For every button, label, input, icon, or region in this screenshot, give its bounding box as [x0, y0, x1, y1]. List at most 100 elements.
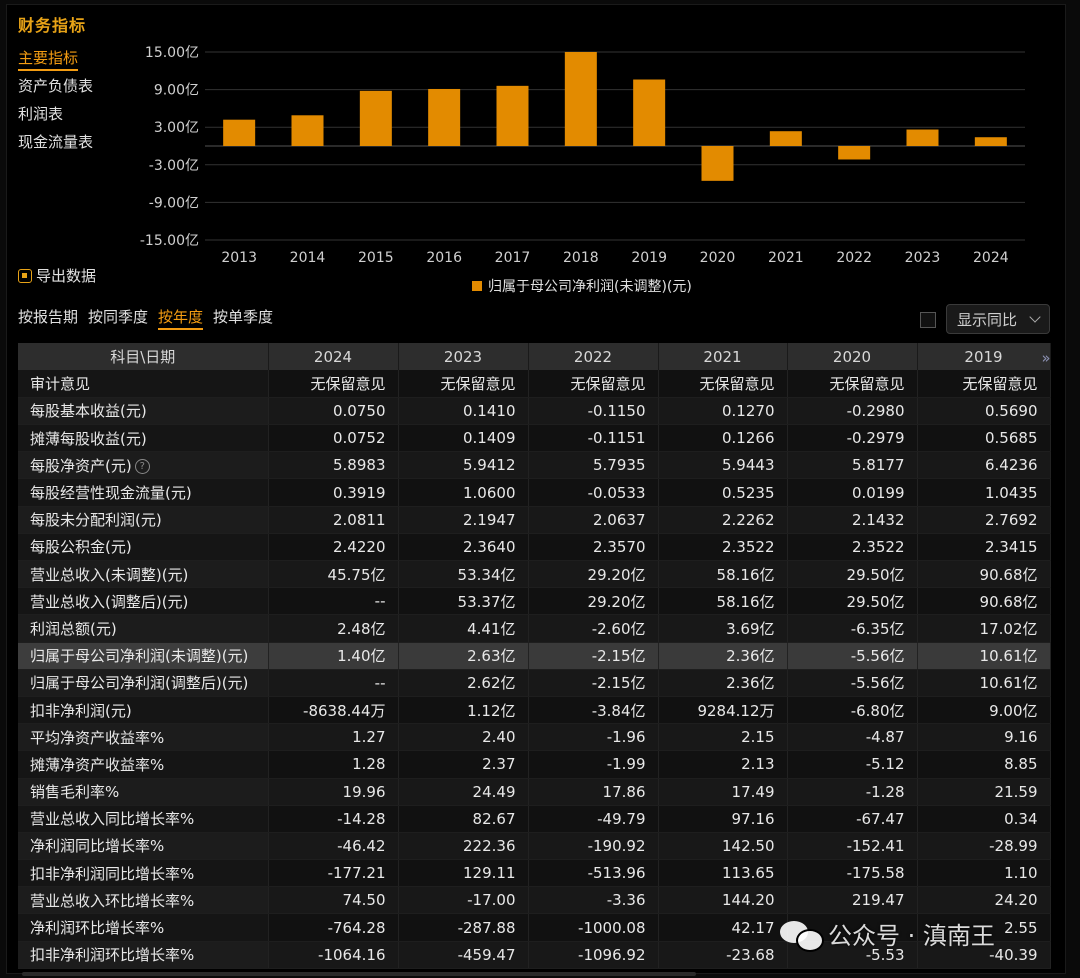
help-circle-icon[interactable]: ? [134, 458, 150, 474]
cell-text: 0.5685 [985, 429, 1038, 448]
table-row[interactable]: 销售毛利率% 19.96 24.49 17.86 17.49 -1.28 21.59 [18, 778, 1051, 806]
bar-2015[interactable] [359, 90, 392, 146]
header-2024[interactable]: 2024 [268, 343, 399, 371]
cell-value: -5.53 [787, 941, 918, 969]
header-2022[interactable]: 2022 [528, 343, 659, 371]
table-row[interactable]: 净利润环比增长率% -764.28 -287.88 -1000.08 42.17 2.55 [18, 913, 1051, 942]
cell-value: -5.56亿 [787, 642, 918, 670]
cell-text: 17.02亿 [979, 619, 1038, 638]
table-row[interactable]: 扣非净利润环比增长率% -1064.16 -459.47 -1096.92 -23.68… [18, 941, 1051, 969]
compare-checkbox[interactable] [920, 312, 936, 328]
table-row[interactable]: 营业总收入(调整后)(元) -- 53.37亿 29.20亿 58.16亿 29.50亿 9… [18, 587, 1051, 616]
cell-value: 0.5685 [917, 424, 1051, 453]
table-row[interactable]: 扣非净利润(元) -8638.44万 1.12亿 -3.84亿 9284.12万 -6.8… [18, 696, 1051, 725]
row-label-text: 归属于母公司净利润(调整后)(元) [30, 674, 249, 693]
cell-text: 无保留意见 [699, 375, 775, 394]
side-nav-item-income[interactable]: 利润表 [18, 105, 64, 123]
cell-text: 19.96 [342, 782, 386, 801]
bar-2017[interactable] [496, 85, 529, 146]
row-label: 营业总收入(未调整)(元) [18, 560, 269, 589]
header-2019[interactable]: 2019 ›› [917, 343, 1051, 371]
legend-swatch [472, 281, 482, 291]
bar-2022[interactable] [838, 146, 871, 160]
bar-2020[interactable] [701, 146, 734, 181]
table-row[interactable]: 每股基本收益(元) 0.0750 0.1410 -0.1150 0.1270 -0.298… [18, 397, 1051, 426]
cell-value: 2.13 [658, 750, 788, 779]
tab-by-same-quarter[interactable]: 按同季度 [88, 308, 149, 326]
table-row[interactable]: 摊薄每股收益(元) 0.0752 0.1409 -0.1151 0.1266 -0.297… [18, 424, 1051, 453]
bar-2014[interactable] [291, 115, 324, 146]
chevron-down-icon [1029, 311, 1041, 323]
tab-by-single-quarter[interactable]: 按单季度 [213, 308, 274, 326]
cell-text: 90.68亿 [979, 592, 1038, 611]
cell-value: 1.28 [268, 750, 399, 779]
table-row[interactable]: 归属于母公司净利润(未调整)(元) 1.40亿 2.63亿 -2.15亿 2.36亿 -5… [18, 642, 1051, 670]
table-row[interactable]: 审计意见 无保留意见 无保留意见 无保留意见 无保留意见 无保留意见 无保留意见 [18, 370, 1051, 398]
header-2021[interactable]: 2021 [658, 343, 788, 371]
cell-text: -14.28 [337, 809, 386, 828]
cell-value: -459.47 [398, 941, 529, 969]
side-nav: 主要指标 资产负债表 利润表 现金流量表 [18, 44, 93, 156]
bar-2021[interactable] [769, 131, 802, 146]
y-tick-label: -9.00亿 [149, 195, 199, 211]
cell-value: 无保留意见 [528, 370, 659, 398]
table-row[interactable]: 每股经营性现金流量(元) 0.3919 1.0600 -0.0533 0.5235 0.0… [18, 478, 1051, 507]
bar-2013[interactable] [223, 119, 256, 146]
cell-value: 0.1270 [658, 397, 788, 426]
chart-legend[interactable]: 归属于母公司净利润(未调整)(元) [472, 276, 692, 296]
cell-text: -175.58 [846, 864, 905, 883]
cell-text: -3.36 [606, 891, 646, 910]
export-data-button[interactable]: 导出数据 [18, 265, 96, 286]
bar-2016[interactable] [428, 88, 461, 146]
cell-value: 2.37 [398, 750, 529, 779]
table-row[interactable]: 营业总收入同比增长率% -14.28 82.67 -49.79 97.16 -67.47 0… [18, 805, 1051, 833]
row-label: 营业总收入同比增长率% [18, 805, 269, 833]
cell-value: 2.7692 [917, 506, 1051, 534]
row-label: 扣非净利润同比增长率% [18, 859, 269, 888]
table-row[interactable]: 归属于母公司净利润(调整后)(元) -- 2.62亿 -2.15亿 2.36亿 -5.56… [18, 669, 1051, 697]
cell-text: 2.7692 [985, 510, 1038, 529]
side-nav-item-balance-sheet[interactable]: 资产负债表 [18, 77, 94, 95]
cell-value: -0.2979 [787, 424, 918, 453]
cell-value: -0.1150 [528, 397, 659, 426]
cell-value: 0.0750 [268, 397, 399, 426]
bar-2024[interactable] [974, 137, 1007, 146]
table-row[interactable]: 每股未分配利润(元) 2.0811 2.1947 2.0637 2.2262 2.1432… [18, 506, 1051, 534]
cell-value: 2.4220 [268, 533, 399, 562]
table-row[interactable]: 营业总收入环比增长率% 74.50 -17.00 -3.36 144.20 219.47 2… [18, 886, 1051, 915]
cell-text: 58.16亿 [716, 565, 775, 584]
x-tick-label: 2021 [768, 250, 804, 266]
table-row[interactable]: 净利润同比增长率% -46.42 222.36 -190.92 142.50 -152.4… [18, 832, 1051, 861]
double-chevron-right-icon[interactable]: ›› [1041, 349, 1051, 367]
show-yoy-select[interactable]: 显示同比 [946, 304, 1050, 334]
header-2023[interactable]: 2023 [398, 343, 529, 371]
tab-by-year[interactable]: 按年度 [158, 306, 204, 330]
row-label: 净利润环比增长率% [18, 913, 269, 942]
table-row[interactable]: 平均净资产收益率% 1.27 2.40 -1.96 2.15 -4.87 9.16 [18, 723, 1051, 752]
horizontal-scrollbar[interactable] [22, 972, 696, 976]
bar-2023[interactable] [906, 129, 939, 146]
cell-value: 2.48亿 [268, 614, 399, 643]
table-row[interactable]: 摊薄净资产收益率% 1.28 2.37 -1.99 2.13 -5.12 8.85 [18, 750, 1051, 779]
table-row[interactable]: 利润总额(元) 2.48亿 4.41亿 -2.60亿 3.69亿 -6.35亿 17.02亿 [18, 614, 1051, 643]
bar-2018[interactable] [564, 52, 597, 146]
table-row[interactable]: 营业总收入(未调整)(元) 45.75亿 53.34亿 29.20亿 58.16亿 29.… [18, 560, 1051, 589]
bar-2019[interactable] [633, 79, 666, 146]
x-tick-label: 2016 [426, 250, 462, 266]
tab-by-report-period[interactable]: 按报告期 [18, 308, 79, 326]
table-row[interactable]: 扣非净利润同比增长率% -177.21 129.11 -513.96 113.65 -17… [18, 859, 1051, 888]
cell-text: -23.68 [726, 945, 775, 964]
side-nav-item-cashflow[interactable]: 现金流量表 [18, 133, 94, 151]
table-row[interactable]: 每股净资产(元)? 5.8983 5.9412 5.7935 5.9443 5.8177 6… [18, 451, 1051, 480]
row-label-text: 营业总收入(未调整)(元) [30, 565, 189, 584]
watermark-text: 公众号 · 滇南王 [828, 922, 995, 950]
header-2020[interactable]: 2020 [787, 343, 918, 371]
cell-text: 5.9412 [463, 456, 516, 475]
side-nav-item-main[interactable]: 主要指标 [18, 44, 93, 72]
header-2019-label: 2019 [964, 347, 1003, 366]
cell-text: 45.75亿 [327, 565, 386, 584]
cell-value: -0.1151 [528, 424, 659, 453]
cell-text: 0.34 [1004, 809, 1038, 828]
cell-value: -152.41 [787, 832, 918, 861]
table-row[interactable]: 每股公积金(元) 2.4220 2.3640 2.3570 2.3522 2.3522 2.… [18, 533, 1051, 562]
